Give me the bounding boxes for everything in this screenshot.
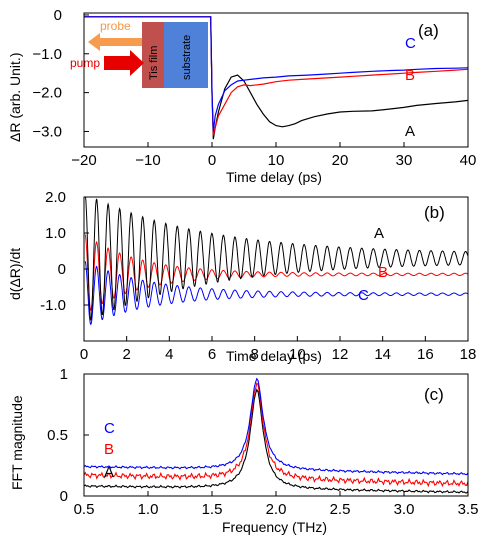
panel-c-axes: 0.5 1.0 1.5 2.0 2.5 3.0 3.5 1 0.5 0 <box>47 366 478 518</box>
series-label-a: A <box>374 225 384 242</box>
pump-arrow-icon <box>104 50 144 76</box>
series-line-c <box>83 377 469 476</box>
panel-a-xlabel: Time delay (ps) <box>226 169 322 185</box>
series-line-c <box>84 261 469 326</box>
panel-c-series <box>83 377 469 494</box>
series-label-c: C <box>358 287 369 304</box>
series-label-b: B <box>104 441 114 458</box>
x-tick-label: 14 <box>374 346 391 363</box>
x-tick-label: 10 <box>289 346 306 363</box>
panel-a-ylabel: ΔR (arb. Unit.) <box>7 53 23 142</box>
x-tick-label: 40 <box>460 152 477 169</box>
series-line-b <box>83 382 469 488</box>
x-tick-label: 12 <box>332 346 349 363</box>
film-layer <box>142 22 164 88</box>
y-tick-label: -1.0 <box>40 297 66 314</box>
x-tick-label: 20 <box>332 152 349 169</box>
y-tick-label: 0 <box>54 7 62 24</box>
x-tick-label: 1.0 <box>138 501 159 518</box>
series-label-a: A <box>405 123 415 140</box>
x-tick-label: −10 <box>135 152 160 169</box>
substrate-label: substrate <box>181 35 193 80</box>
probe-label: probe <box>100 19 131 33</box>
x-tick-label: 2.5 <box>330 501 351 518</box>
x-tick-label: 16 <box>417 346 434 363</box>
y-tick-label: 0.5 <box>47 427 68 444</box>
y-tick-label: −3.0 <box>32 123 62 140</box>
y-tick-label: 1.0 <box>45 225 66 242</box>
y-tick-label: 1 <box>60 366 68 383</box>
series-line-b <box>84 16 469 136</box>
series-line-b <box>84 234 469 311</box>
x-tick-label: 18 <box>460 346 477 363</box>
y-tick-label: 0 <box>58 261 66 278</box>
panel-b-axes: 0 2 4 6 8 10 12 14 16 18 2.0 1.0 0 -1.0 <box>40 189 476 363</box>
x-tick-label: 1.5 <box>202 501 223 518</box>
series-line-a <box>85 196 469 321</box>
panel-b-frame <box>83 196 469 342</box>
series-label-c: C <box>405 35 416 52</box>
x-tick-label: 30 <box>396 152 413 169</box>
x-tick-label: 4 <box>165 346 173 363</box>
panel-a-axes: −20 −10 0 10 20 30 40 0 −1.0 −2.0 −3.0 <box>32 7 476 169</box>
panel-b: 0 2 4 6 8 10 12 14 16 18 2.0 1.0 0 -1.0 (b) Time dela… <box>7 189 476 364</box>
x-tick-label: 0.5 <box>74 501 95 518</box>
film-label: Tis film <box>148 46 160 80</box>
panel-b-label: (b) <box>424 203 445 222</box>
panel-c-xlabel: Frequency (THz) <box>222 519 327 535</box>
x-tick-label: 3.5 <box>458 501 479 518</box>
panel-b-xlabel: Time delay (ps) <box>226 348 322 364</box>
series-label-a: A <box>104 464 114 481</box>
x-tick-label: 0 <box>208 152 216 169</box>
series-line-a <box>84 16 469 140</box>
series-line-c <box>84 16 469 132</box>
experiment-inset: Tis film substrate probe pump <box>70 19 208 88</box>
x-tick-label: 2 <box>122 346 130 363</box>
panel-c-ylabel: FFT magnitude <box>9 395 25 490</box>
y-tick-label: 0 <box>60 488 68 505</box>
panel-c-label: (c) <box>424 385 444 404</box>
probe-arrow-icon <box>88 33 142 51</box>
pump-label: pump <box>70 56 100 70</box>
x-tick-label: 2.0 <box>266 501 287 518</box>
panel-a-series <box>84 16 469 140</box>
x-tick-label: 8 <box>250 346 258 363</box>
series-label-c: C <box>104 420 115 437</box>
panel-b-ylabel: d(ΔR)/dt <box>7 248 23 300</box>
panel-a: Tis film substrate probe pump −20 −10 0 10 2… <box>7 7 476 185</box>
y-tick-label: −1.0 <box>32 46 62 63</box>
series-label-b: B <box>405 67 415 84</box>
x-tick-label: 10 <box>268 152 285 169</box>
y-tick-label: 2.0 <box>45 189 66 206</box>
x-tick-label: 6 <box>208 346 216 363</box>
substrate-layer <box>164 22 208 88</box>
x-tick-label: 0 <box>80 346 88 363</box>
panel-a-label: (a) <box>418 21 439 40</box>
y-tick-label: −2.0 <box>32 85 62 102</box>
panel-c: 0.5 1.0 1.5 2.0 2.5 3.0 3.5 1 0.5 0 (c) Frequency… <box>9 366 478 535</box>
x-tick-label: −20 <box>71 152 96 169</box>
x-tick-label: 3.0 <box>394 501 415 518</box>
panel-b-series <box>84 196 469 326</box>
series-label-b: B <box>378 264 388 281</box>
